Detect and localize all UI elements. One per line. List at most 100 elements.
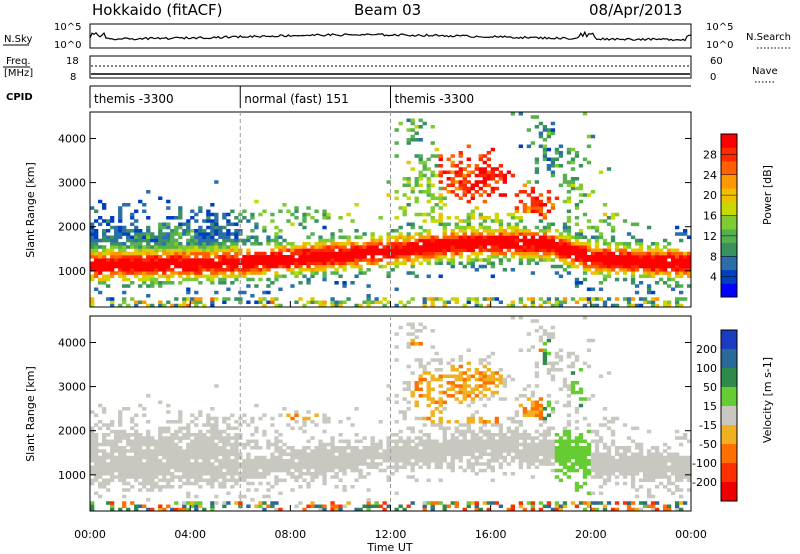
velocity-cell bbox=[370, 459, 375, 463]
power-cell bbox=[114, 245, 119, 249]
velocity-cell bbox=[454, 429, 459, 434]
velocity-cell bbox=[134, 475, 139, 479]
velocity-cell bbox=[458, 465, 463, 470]
power-cell bbox=[90, 222, 95, 227]
power-colorbar-tick: 28 bbox=[703, 148, 717, 161]
power-cell bbox=[186, 271, 191, 275]
power-cell bbox=[462, 180, 467, 184]
power-cell bbox=[226, 297, 231, 301]
power-cell bbox=[410, 245, 415, 249]
power-cell bbox=[450, 190, 455, 194]
velocity-cell bbox=[618, 455, 624, 460]
velocity-cell bbox=[502, 384, 507, 388]
power-cell bbox=[634, 303, 640, 308]
power-cell bbox=[130, 271, 135, 275]
velocity-cell bbox=[586, 397, 592, 401]
power-cell bbox=[638, 248, 644, 253]
power-cell bbox=[182, 229, 187, 233]
velocity-cell bbox=[90, 478, 95, 483]
velocity-cell bbox=[226, 449, 231, 453]
power-cell bbox=[606, 242, 612, 246]
power-cell bbox=[418, 173, 423, 178]
velocity-cell bbox=[130, 426, 135, 431]
power-cell bbox=[650, 258, 656, 262]
power-cell bbox=[534, 251, 540, 256]
power-cell bbox=[230, 268, 235, 272]
velocity-cell bbox=[622, 449, 628, 453]
velocity-cell bbox=[226, 455, 231, 460]
velocity-cell bbox=[174, 459, 179, 463]
velocity-cell bbox=[522, 410, 528, 414]
velocity-cell bbox=[118, 455, 123, 460]
power-cell bbox=[402, 235, 407, 240]
power-cell bbox=[670, 261, 676, 266]
velocity-cell bbox=[294, 455, 299, 460]
velocity-cell bbox=[214, 442, 219, 447]
power-cell bbox=[434, 248, 439, 253]
velocity-cell bbox=[502, 397, 507, 401]
power-cell bbox=[494, 180, 499, 184]
power-cell bbox=[350, 219, 355, 223]
velocity-cell bbox=[210, 426, 215, 431]
power-cell bbox=[466, 245, 471, 249]
power-cell bbox=[662, 238, 668, 243]
velocity-cell bbox=[186, 478, 191, 483]
power-cell bbox=[178, 271, 183, 275]
power-cell bbox=[138, 258, 143, 262]
velocity-cell bbox=[114, 455, 119, 460]
velocity-cell bbox=[118, 452, 123, 457]
cpid-boundary-lines bbox=[239, 112, 391, 511]
velocity-cell bbox=[426, 394, 431, 398]
velocity-cell bbox=[254, 462, 259, 466]
velocity-cell bbox=[210, 433, 215, 437]
velocity-cell bbox=[518, 504, 524, 509]
velocity-cell bbox=[466, 384, 471, 388]
power-cell bbox=[614, 248, 620, 253]
velocity-cell bbox=[610, 462, 616, 466]
power-cell bbox=[326, 264, 331, 269]
velocity-cell bbox=[102, 442, 107, 447]
power-cell bbox=[226, 251, 231, 256]
power-cell bbox=[190, 271, 195, 275]
velocity-cell bbox=[302, 507, 307, 512]
power-cell bbox=[434, 173, 439, 178]
velocity-cell bbox=[530, 403, 536, 408]
velocity-cell bbox=[170, 478, 175, 483]
velocity-cell bbox=[254, 465, 259, 470]
power-cell bbox=[226, 219, 231, 223]
velocity-cell bbox=[390, 446, 395, 450]
velocity-cell bbox=[270, 442, 275, 447]
power-cell bbox=[262, 271, 267, 275]
velocity-cell bbox=[134, 429, 139, 434]
velocity-cell bbox=[562, 465, 568, 470]
velocity-cell bbox=[166, 410, 171, 414]
velocity-cell bbox=[622, 465, 628, 470]
power-cell bbox=[674, 255, 680, 259]
velocity-cell bbox=[102, 481, 107, 486]
power-cell bbox=[670, 264, 676, 269]
velocity-cell bbox=[154, 465, 159, 470]
power-cell bbox=[130, 268, 135, 272]
power-cell bbox=[442, 229, 447, 233]
velocity-cell bbox=[170, 459, 175, 463]
power-cell bbox=[398, 225, 403, 230]
power-cell bbox=[102, 206, 107, 210]
velocity-cell bbox=[542, 455, 548, 460]
power-cell bbox=[406, 235, 411, 240]
power-cell bbox=[438, 245, 443, 249]
velocity-cell bbox=[370, 504, 375, 509]
velocity-cell bbox=[558, 358, 564, 362]
velocity-cell bbox=[454, 374, 459, 379]
velocity-cell bbox=[486, 459, 491, 463]
velocity-cell bbox=[102, 410, 107, 414]
velocity-cell bbox=[430, 452, 435, 457]
velocity-cell bbox=[106, 439, 111, 444]
velocity-cell bbox=[298, 462, 303, 466]
velocity-cell bbox=[462, 384, 467, 388]
velocity-cell bbox=[430, 501, 435, 505]
velocity-cell bbox=[230, 452, 235, 457]
power-cell bbox=[486, 216, 491, 220]
velocity-cell bbox=[206, 472, 211, 476]
power-cell bbox=[342, 268, 347, 272]
velocity-cell bbox=[342, 488, 347, 492]
